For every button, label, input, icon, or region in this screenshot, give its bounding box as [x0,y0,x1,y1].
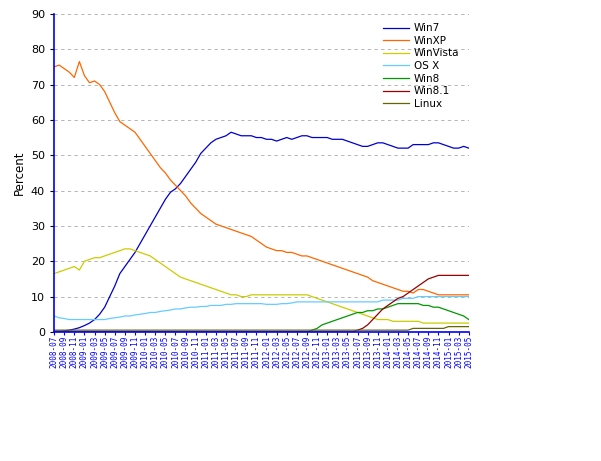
OS X [415,294,422,299]
Linux [374,327,382,333]
Linux [50,327,58,333]
Win8 [349,312,356,317]
Win7 [136,241,144,246]
Y-axis label: Percent: Percent [13,151,25,195]
OS X [66,317,73,322]
Line: WinXP: WinXP [54,62,469,295]
WinXP [50,64,58,70]
WinVista [50,271,58,277]
OS X [116,314,123,320]
WinVista [419,320,427,326]
Win8.1 [76,329,83,335]
WinVista [121,246,129,252]
Linux [111,327,118,333]
Win7 [354,142,361,148]
OS X [304,299,311,305]
Win8 [374,306,382,312]
WinXP [76,59,83,65]
WinXP [304,253,311,259]
Win7 [465,145,472,151]
WinXP [435,292,442,298]
Linux [76,327,83,333]
Line: Win7: Win7 [54,132,469,331]
Win8 [465,317,472,322]
Line: WinVista: WinVista [54,249,469,323]
WinXP [354,271,361,277]
Legend: Win7, WinXP, WinVista, OS X, Win8, Win8.1, Linux: Win7, WinXP, WinVista, OS X, Win8, Win8.… [379,19,463,113]
OS X [81,317,88,322]
WinVista [304,292,311,298]
Linux [349,327,356,333]
Win8.1 [50,329,58,335]
Win8 [111,329,118,335]
Win8.1 [349,329,356,335]
Win7 [76,325,83,331]
Linux [136,327,144,333]
OS X [354,299,361,305]
Win8 [50,329,58,335]
OS X [50,313,58,319]
Win8 [394,301,401,307]
OS X [141,311,148,316]
Win8.1 [435,272,442,278]
Line: Linux: Linux [54,326,469,330]
Line: OS X: OS X [54,296,469,319]
Linux [445,324,452,329]
WinVista [76,267,83,273]
Line: Win8.1: Win8.1 [54,275,469,332]
Win7 [379,140,386,146]
WinXP [465,292,472,298]
WinVista [354,310,361,315]
WinVista [379,317,386,322]
Win8 [298,329,305,335]
WinXP [81,73,88,78]
Win7 [50,328,58,334]
Win8 [76,329,83,335]
WinXP [379,281,386,287]
OS X [465,294,472,299]
Win7 [304,133,311,139]
Win8.1 [111,329,118,335]
Win8.1 [298,329,305,335]
WinVista [141,251,148,257]
Win7 [228,130,235,135]
Win8.1 [374,312,382,317]
Win8.1 [465,272,472,278]
WinXP [141,144,148,149]
WinXP [116,119,123,124]
OS X [379,297,386,303]
Win8 [136,329,144,335]
Linux [298,327,305,333]
Win7 [111,283,118,289]
Linux [465,324,472,329]
WinVista [465,320,472,326]
Line: Win8: Win8 [54,304,469,332]
WinVista [111,250,118,255]
Win8.1 [136,329,144,335]
